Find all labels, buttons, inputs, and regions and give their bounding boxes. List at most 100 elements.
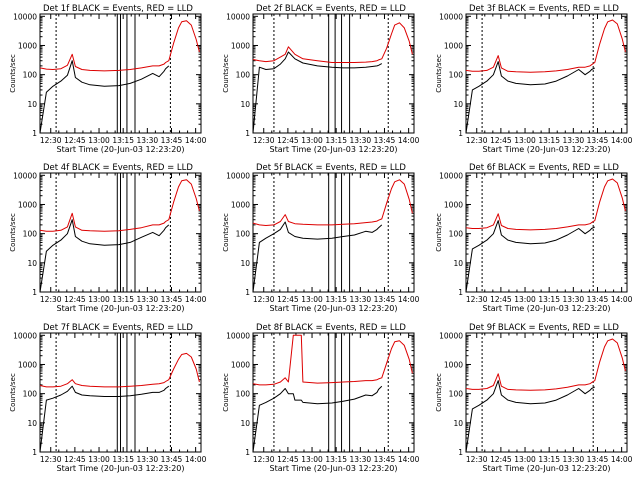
- y-axis-label: Counts/sec: [435, 54, 443, 93]
- x-axis: 12:30 12:45 13:00 13:15 13:30 13:45 14:00: [466, 333, 633, 464]
- y-tick-label: 10000: [439, 331, 463, 340]
- x-tick-label: 12:30: [40, 455, 62, 464]
- events-series-line: [39, 60, 170, 134]
- y-axis: 1 10 100 1000 10000: [13, 171, 201, 297]
- y-axis: 1 10 100 1000 10000: [439, 171, 627, 297]
- panel-title: Det 9f BLACK = Events, RED = LLD: [469, 323, 619, 333]
- panel-title: Det 2f BLACK = Events, RED = LLD: [256, 4, 406, 14]
- lld-series-line: [465, 338, 626, 391]
- panel-title: Det 1f BLACK = Events, RED = LLD: [43, 4, 193, 14]
- y-tick-label: 100: [449, 230, 464, 239]
- y-tick-label: 10000: [439, 12, 463, 21]
- y-tick-label: 10: [453, 419, 463, 428]
- y-tick-label: 1: [245, 288, 250, 297]
- x-axis: 12:30 12:45 13:00 13:15 13:30 13:45 14:00: [40, 14, 207, 145]
- y-tick-label: 100: [236, 390, 251, 399]
- y-tick-label: 10: [240, 100, 250, 109]
- x-tick-label: 12:45: [277, 136, 299, 145]
- lld-series-line: [39, 20, 200, 72]
- x-tick-label: 13:15: [325, 295, 347, 304]
- x-axis: 12:30 12:45 13:00 13:15 13:30 13:45 14:00: [253, 333, 420, 464]
- y-axis-label: Counts/sec: [222, 373, 230, 412]
- y-tick-label: 10000: [226, 12, 250, 21]
- y-tick-label: 1: [245, 448, 250, 457]
- y-tick-label: 10000: [226, 331, 250, 340]
- y-tick-label: 1: [458, 129, 463, 138]
- lld-series-line: [39, 179, 200, 232]
- lld-series-line: [39, 352, 200, 388]
- detector-panel-3: Det 3f BLACK = Events, RED = LLD 1 10 100 10…: [435, 4, 633, 154]
- y-axis: 1 10 100 1000 10000: [226, 171, 414, 297]
- x-tick-label: 13:15: [325, 136, 347, 145]
- x-axis: 12:30 12:45 13:00 13:15 13:30 13:45 14:00: [253, 14, 420, 145]
- y-tick-label: 1000: [18, 41, 37, 50]
- x-tick-label: 12:30: [466, 455, 488, 464]
- y-tick-label: 10000: [13, 12, 37, 21]
- y-tick-label: 100: [23, 230, 38, 239]
- lld-series-line: [465, 178, 626, 231]
- y-tick-label: 10: [27, 419, 37, 428]
- x-tick-label: 12:45: [64, 295, 86, 304]
- events-series-line: [465, 220, 596, 293]
- plot-frame: [465, 332, 628, 453]
- x-tick-label: 13:00: [88, 136, 110, 145]
- y-axis-label: Counts/sec: [9, 373, 17, 412]
- x-tick-label: 13:00: [301, 295, 323, 304]
- detector-panel-1: Det 1f BLACK = Events, RED = LLD 1 10 100 10…: [9, 4, 207, 154]
- y-tick-label: 1000: [231, 200, 250, 209]
- plot-frame: [465, 13, 628, 134]
- x-axis-label: Start Time (20-Jun-03 12:23:20): [270, 304, 398, 313]
- x-tick-label: 13:30: [350, 295, 372, 304]
- x-tick-label: 13:00: [514, 455, 536, 464]
- panel-title: Det 6f BLACK = Events, RED = LLD: [469, 163, 619, 173]
- y-axis-label: Counts/sec: [435, 213, 443, 252]
- y-tick-label: 10: [27, 100, 37, 109]
- x-tick-label: 13:45: [374, 136, 396, 145]
- x-tick-label: 13:45: [161, 455, 183, 464]
- x-tick-label: 13:00: [514, 136, 536, 145]
- x-tick-label: 13:30: [137, 455, 159, 464]
- y-tick-label: 10: [453, 259, 463, 268]
- x-tick-label: 14:00: [611, 455, 633, 464]
- x-axis-label: Start Time (20-Jun-03 12:23:20): [483, 145, 611, 154]
- x-tick-label: 13:00: [88, 455, 110, 464]
- events-series-line: [465, 61, 596, 134]
- x-tick-label: 13:15: [538, 136, 560, 145]
- x-axis: 12:30 12:45 13:00 13:15 13:30 13:45 14:00: [466, 14, 633, 145]
- x-tick-label: 13:45: [587, 295, 609, 304]
- y-axis: 1 10 100 1000 10000: [439, 12, 627, 138]
- x-tick-label: 14:00: [398, 295, 420, 304]
- detector-panel-6: Det 6f BLACK = Events, RED = LLD 1 10 100 10…: [435, 163, 633, 313]
- events-series-line: [252, 385, 383, 453]
- x-tick-label: 13:00: [514, 295, 536, 304]
- events-series-line: [39, 219, 170, 293]
- detector-panel-4: Det 4f BLACK = Events, RED = LLD 1 10 100 10…: [9, 163, 207, 313]
- x-tick-label: 12:30: [253, 455, 275, 464]
- x-tick-label: 13:15: [112, 295, 134, 304]
- x-tick-label: 13:00: [88, 295, 110, 304]
- lld-series-line: [465, 19, 626, 73]
- x-tick-label: 13:30: [350, 136, 372, 145]
- y-tick-label: 1000: [18, 360, 37, 369]
- x-tick-label: 13:00: [301, 136, 323, 145]
- x-axis-label: Start Time (20-Jun-03 12:23:20): [270, 464, 398, 473]
- x-tick-label: 12:45: [64, 136, 86, 145]
- x-tick-label: 13:30: [563, 455, 585, 464]
- y-tick-label: 100: [236, 71, 251, 80]
- y-tick-label: 1000: [231, 360, 250, 369]
- panel-title: Det 8f BLACK = Events, RED = LLD: [256, 323, 406, 333]
- detector-panel-9: Det 9f BLACK = Events, RED = LLD 1 10 100 10…: [435, 323, 633, 473]
- y-tick-label: 1000: [444, 41, 463, 50]
- x-tick-label: 13:30: [563, 295, 585, 304]
- x-axis: 12:30 12:45 13:00 13:15 13:30 13:45 14:00: [253, 173, 420, 304]
- x-tick-label: 12:45: [490, 136, 512, 145]
- y-tick-label: 1000: [444, 200, 463, 209]
- lld-series-line: [252, 22, 413, 63]
- x-tick-label: 13:15: [538, 455, 560, 464]
- y-tick-label: 1: [32, 129, 37, 138]
- x-tick-label: 12:45: [277, 455, 299, 464]
- x-tick-label: 13:45: [587, 136, 609, 145]
- x-tick-label: 12:30: [253, 295, 275, 304]
- x-tick-label: 12:45: [277, 295, 299, 304]
